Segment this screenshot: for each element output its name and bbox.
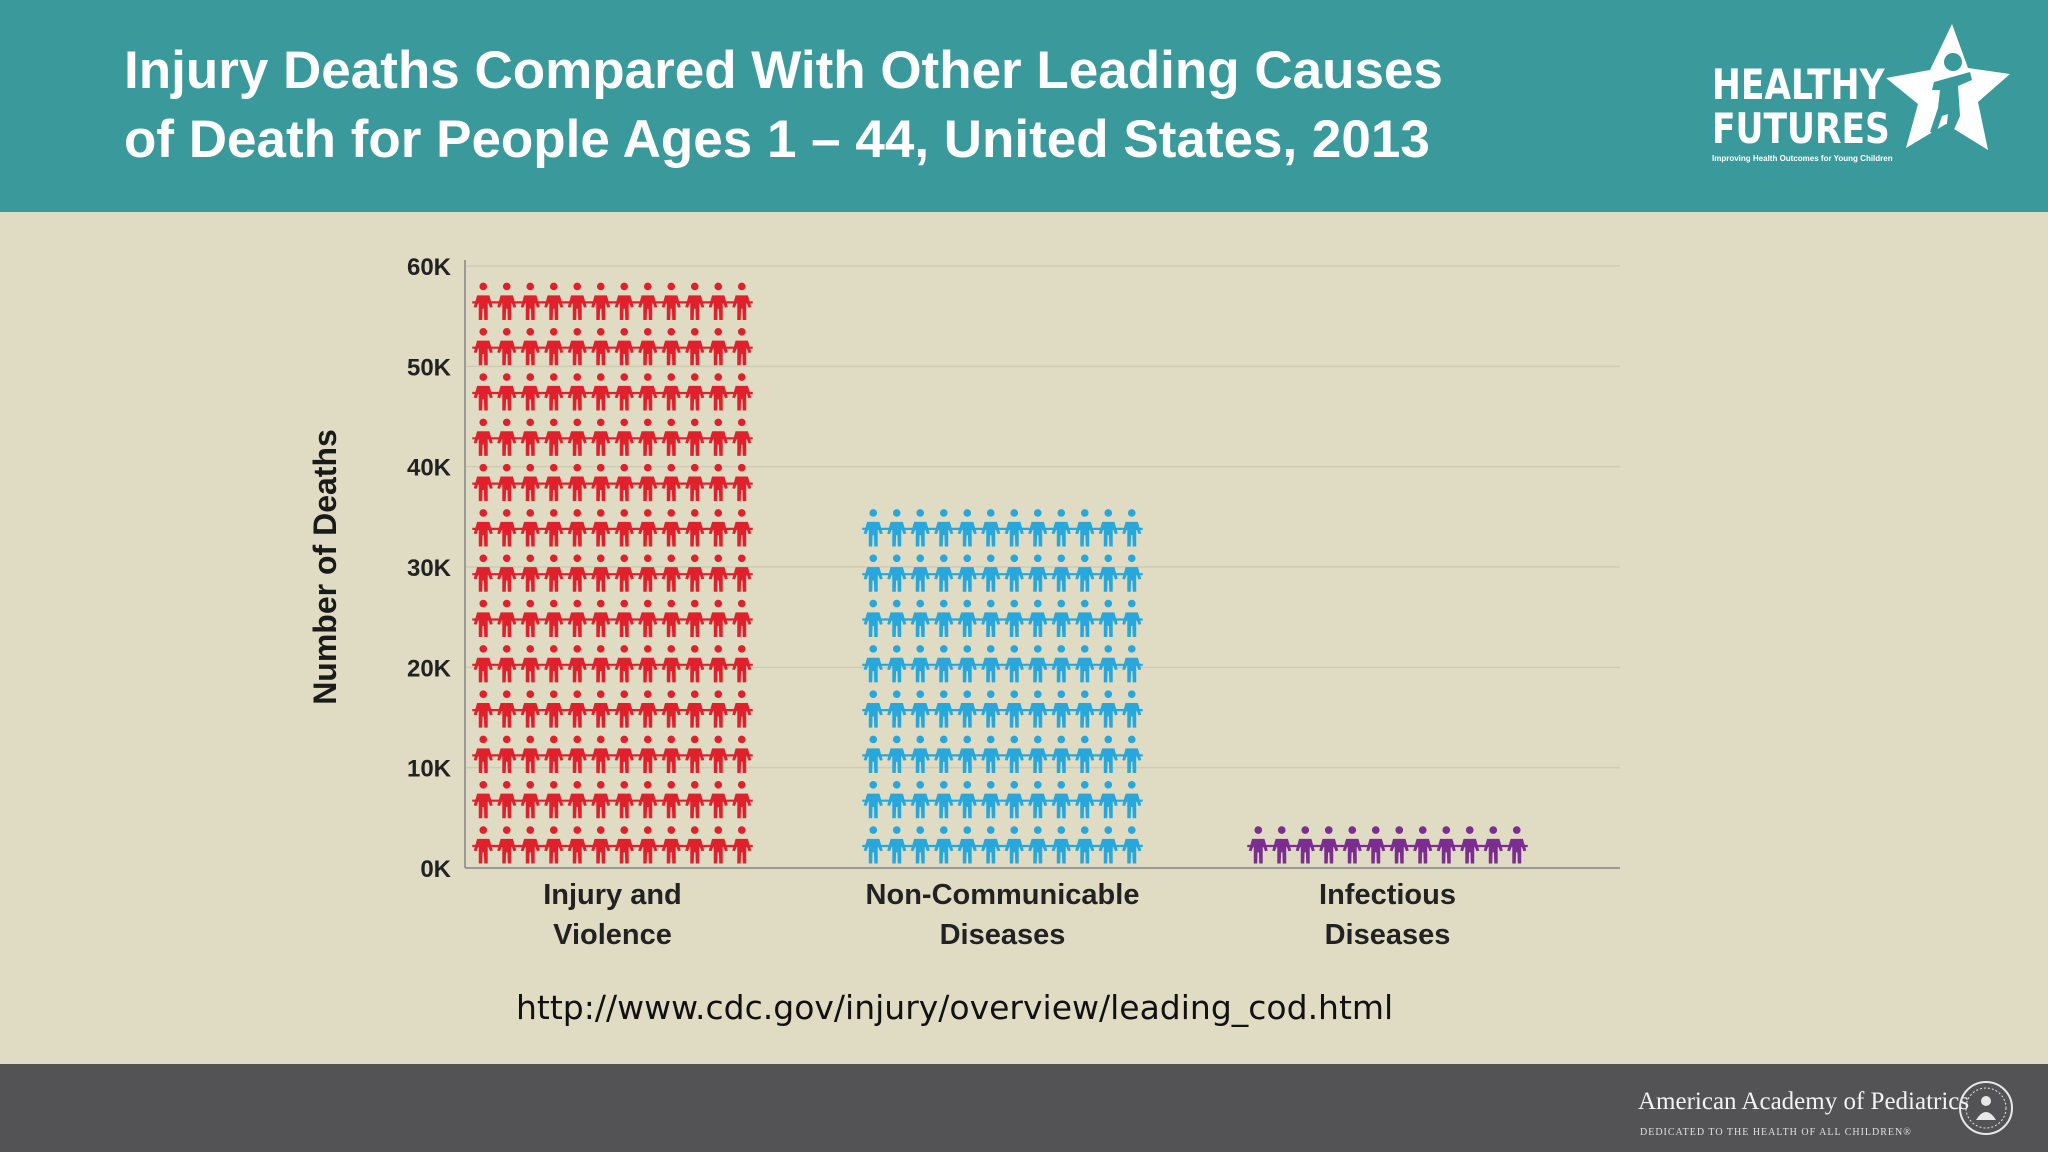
y-tick-label: 60K	[407, 254, 452, 281]
x-tick-label-line: Infectious	[1319, 879, 1456, 911]
x-tick-labels: Injury and Violence Non-Communicable Diseas…	[543, 879, 1456, 951]
x-tick-label-line: Diseases	[1325, 919, 1451, 951]
title-line-1: Injury Deaths Compared With Other Leadin…	[124, 41, 1443, 100]
chart: 0K 10K 20K 30K 40K 50K 60K Injury and Violence N…	[307, 254, 1620, 951]
y-tick-label: 20K	[407, 655, 452, 682]
person-row	[472, 826, 753, 864]
aap-tagline: DEDICATED TO THE HEALTH OF ALL CHILDREN®	[1640, 1127, 1912, 1138]
chart-grid	[465, 265, 1620, 769]
x-tick-label: Infectious Diseases	[1319, 879, 1456, 951]
bar	[472, 282, 753, 864]
y-tick-label: 10K	[407, 756, 452, 783]
page-title: Injury Deaths Compared With Other Leadin…	[124, 36, 1594, 174]
person-row	[862, 509, 1143, 547]
person-row	[1247, 826, 1528, 864]
x-tick-label-line: Violence	[553, 919, 672, 951]
x-tick-label: Non-Communicable Diseases	[866, 879, 1140, 951]
y-tick-label: 0K	[420, 856, 451, 883]
person-row	[472, 599, 753, 638]
title-line-2: of Death for People Ages 1 – 44, United …	[124, 110, 1430, 169]
logo-tagline: Improving Health Outcomes for Young Chil…	[1712, 154, 1893, 163]
person-row	[472, 690, 753, 728]
person-row	[862, 735, 1143, 773]
y-tick-labels: 0K 10K 20K 30K 40K 50K 60K	[407, 254, 452, 883]
person-row	[472, 509, 753, 547]
person-row	[472, 463, 753, 502]
person-row	[472, 735, 753, 773]
bar	[1247, 826, 1528, 864]
y-tick-label: 50K	[407, 354, 452, 381]
x-tick-label-line: Injury and	[543, 879, 682, 911]
x-tick-label: Injury and Violence	[543, 879, 682, 951]
person-row	[472, 418, 753, 456]
person-row	[862, 780, 1143, 819]
logo-word-1: HEALTHY	[1712, 60, 1885, 109]
footer-bar	[0, 1064, 2048, 1152]
bar	[862, 509, 1143, 864]
aap-seal-icon	[1959, 1081, 2013, 1135]
chart-bars	[472, 282, 1528, 864]
person-row	[862, 554, 1143, 592]
person-row	[862, 645, 1143, 683]
header-banner: Injury Deaths Compared With Other Leadin…	[0, 0, 2048, 212]
person-row	[472, 554, 753, 592]
x-tick-label-line: Diseases	[940, 919, 1066, 951]
y-axis-title: Number of Deaths	[307, 429, 343, 705]
healthy-futures-logo: HEALTHY FUTURES Improving Health Outcome…	[1712, 24, 2010, 172]
person-row	[472, 645, 753, 683]
person-row	[862, 690, 1143, 728]
aap-name: American Academy of Pediatrics	[1638, 1088, 1970, 1115]
x-tick-label-line: Non-Communicable	[866, 879, 1140, 911]
star-person-icon	[1886, 24, 2010, 150]
person-row	[472, 780, 753, 819]
y-tick-label: 30K	[407, 555, 452, 582]
person-row	[862, 826, 1143, 864]
person-row	[472, 282, 753, 320]
person-row	[862, 599, 1143, 638]
person-row	[472, 373, 753, 411]
source-link[interactable]: http://www.cdc.gov/injury/overview/leadi…	[516, 988, 1394, 1027]
logo-word-2: FUTURES	[1712, 104, 1890, 153]
person-row	[472, 327, 753, 366]
y-tick-label: 40K	[407, 455, 452, 482]
